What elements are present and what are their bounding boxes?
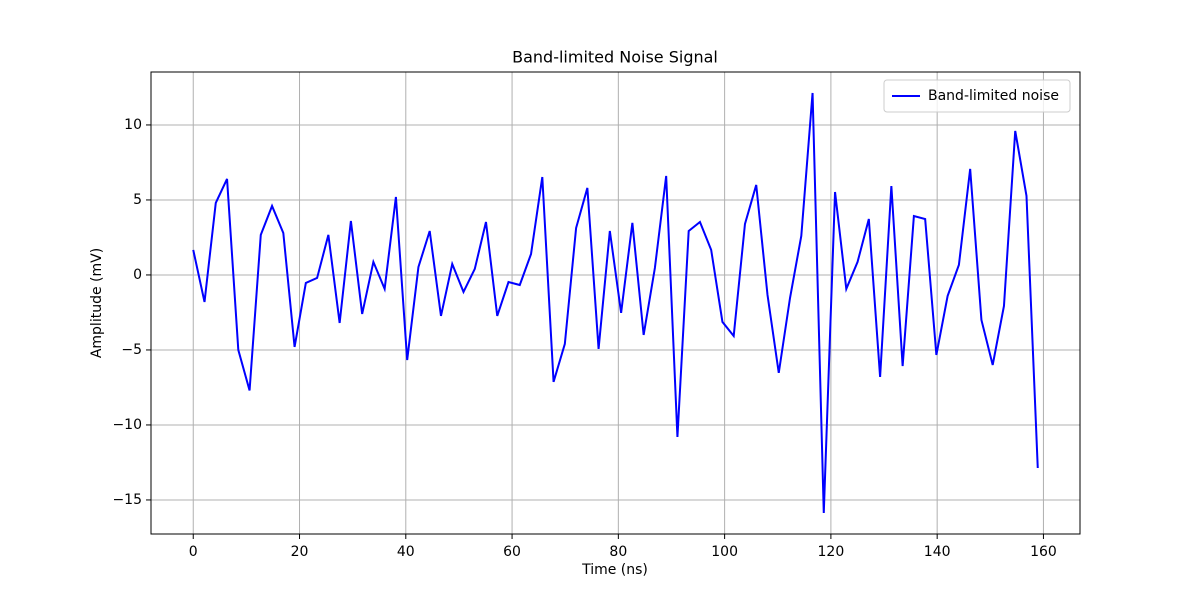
x-tick-label: 20 [291, 544, 309, 560]
x-tick-label: 80 [609, 544, 627, 560]
y-tick-label: −15 [112, 492, 142, 508]
legend-label: Band-limited noise [928, 88, 1059, 104]
chart-title: Band-limited Noise Signal [512, 48, 718, 67]
x-tick-label: 0 [189, 544, 198, 560]
x-tick-label: 140 [924, 544, 951, 560]
y-tick-label: 0 [133, 267, 142, 283]
y-axis-label: Amplitude (mV) [89, 248, 105, 358]
plot-frame [150, 71, 1081, 535]
line-series [192, 92, 1039, 514]
y-tick-label: −5 [121, 342, 142, 358]
y-tick-label: 10 [124, 117, 142, 133]
x-axis-label: Time (ns) [581, 562, 648, 578]
y-tick-label: −10 [112, 417, 142, 433]
x-tick-label: 40 [397, 544, 415, 560]
y-tick-label: 5 [133, 192, 142, 208]
x-tick-label: 160 [1030, 544, 1057, 560]
x-tick-label: 60 [503, 544, 521, 560]
x-tick-label: 100 [711, 544, 738, 560]
legend-box [883, 79, 1071, 113]
x-tick-label: 120 [818, 544, 845, 560]
